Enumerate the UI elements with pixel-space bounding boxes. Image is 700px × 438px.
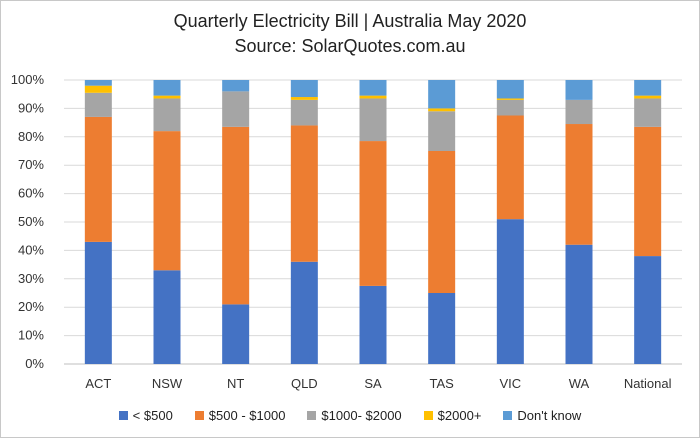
bar-segment: [222, 91, 250, 127]
legend-swatch: [503, 411, 513, 420]
chart-title: Quarterly Electricity Bill | Australia M…: [173, 11, 527, 31]
y-tick-label: 90%: [18, 100, 44, 115]
chart-subtitle: Source: SolarQuotes.com.au: [234, 36, 466, 56]
bar-segment: [634, 80, 662, 96]
bar-segment: [153, 98, 181, 132]
bar-segment: [290, 97, 318, 100]
legend-swatch: [307, 411, 317, 420]
x-tick-label: ACT: [85, 376, 111, 391]
bar-segment: [565, 244, 593, 364]
bar-segment: [359, 80, 387, 96]
bar-segment: [153, 80, 181, 96]
bar-segment: [290, 125, 318, 262]
legend-label: $1000- $2000: [321, 408, 402, 423]
bar-segment: [634, 256, 662, 364]
bar-segment: [84, 92, 112, 117]
bar-segment: [496, 99, 524, 116]
bar-segment: [84, 241, 112, 364]
bar-segment: [496, 219, 524, 364]
y-tick-label: 70%: [18, 157, 44, 172]
legend-swatch: [118, 411, 128, 420]
y-tick-label: 100%: [11, 72, 45, 87]
y-tick-label: 40%: [18, 242, 44, 257]
bar-segment: [428, 111, 456, 151]
legend-item: Don't know: [503, 408, 581, 423]
legend-swatch: [423, 411, 433, 420]
bar-segment: [84, 85, 112, 93]
bar-segment: [222, 80, 250, 92]
bar-segment: [153, 270, 181, 364]
bar-segment: [565, 99, 593, 125]
bar-segment: [84, 116, 112, 242]
bar-segment: [428, 151, 456, 293]
bar-segment: [222, 304, 250, 364]
bar-segment: [153, 131, 181, 271]
legend-item: $500 - $1000: [194, 408, 286, 423]
y-tick-label: 20%: [18, 299, 44, 314]
bar-segment: [222, 126, 250, 305]
bar-segment: [565, 124, 593, 245]
legend-label: < $500: [132, 408, 173, 423]
x-tick-label: WA: [569, 376, 590, 391]
bar-segment: [634, 98, 662, 127]
y-tick-label: 0%: [25, 356, 44, 371]
x-tick-label: SA: [364, 376, 382, 391]
bar-segment: [428, 108, 456, 112]
bar-segment: [84, 80, 112, 86]
legend-item: < $500: [118, 408, 173, 423]
bar-segment: [359, 98, 387, 142]
chart-legend: < $500 $500 - $1000 $1000- $2000 $2000+ Don'…: [0, 408, 700, 423]
y-tick-label: 30%: [18, 271, 44, 286]
bar-segment: [290, 99, 318, 126]
legend-item: $1000- $2000: [307, 408, 402, 423]
legend-label: $2000+: [437, 408, 482, 423]
bar-segment: [290, 261, 318, 364]
bar-segment: [496, 80, 524, 99]
bar-segment: [290, 80, 318, 98]
y-tick-label: 50%: [18, 214, 44, 229]
bar-segment: [359, 141, 387, 286]
y-tick-label: 10%: [18, 328, 44, 343]
bar-segment: [634, 95, 662, 99]
bar-segment: [428, 293, 456, 364]
bar-segment: [565, 80, 593, 100]
y-tick-label: 60%: [18, 186, 44, 201]
x-tick-label: VIC: [499, 376, 521, 391]
legend-swatch: [194, 411, 204, 420]
bar-segment: [359, 95, 387, 99]
x-tick-label: NT: [227, 376, 244, 391]
legend-item: $2000+: [423, 408, 482, 423]
legend-label: Don't know: [517, 408, 582, 423]
bar-segment: [496, 115, 524, 220]
bar-segment: [496, 98, 524, 100]
x-tick-label: QLD: [291, 376, 318, 391]
bar-segment: [634, 126, 662, 257]
bar-segment: [153, 95, 181, 99]
x-tick-label: NSW: [152, 376, 183, 391]
x-tick-label: TAS: [430, 376, 455, 391]
x-tick-label: National: [624, 376, 672, 391]
bar-segment: [428, 80, 456, 109]
y-tick-label: 80%: [18, 129, 44, 144]
legend-label: $500 - $1000: [208, 408, 286, 423]
bar-segment: [359, 285, 387, 364]
